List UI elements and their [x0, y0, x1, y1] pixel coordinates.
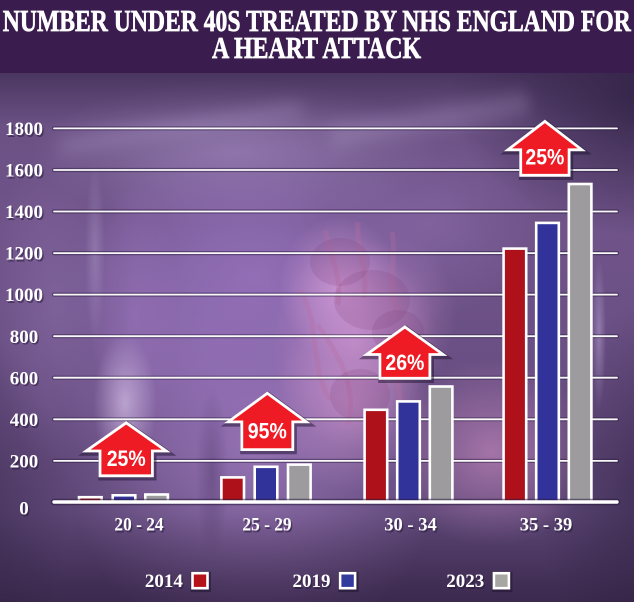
- svg-text:35 - 39: 35 - 39: [521, 516, 574, 537]
- svg-text:600: 600: [10, 368, 39, 389]
- svg-text:1000: 1000: [6, 287, 44, 308]
- svg-text:95%: 95%: [248, 418, 287, 443]
- svg-text:2014: 2014: [145, 571, 184, 592]
- svg-text:1600: 1600: [5, 161, 43, 182]
- svg-text:20 - 24: 20 - 24: [114, 515, 164, 536]
- svg-text:2014: 2014: [146, 573, 185, 594]
- svg-text:25 - 29: 25 - 29: [244, 516, 293, 537]
- svg-text:20 - 24: 20 - 24: [116, 516, 166, 537]
- svg-text:30 - 34: 30 - 34: [386, 516, 439, 537]
- svg-text:2019: 2019: [293, 571, 331, 592]
- svg-text:0: 0: [19, 499, 29, 520]
- svg-text:25%: 25%: [107, 446, 146, 471]
- svg-text:800: 800: [10, 327, 39, 348]
- svg-text:1600: 1600: [6, 163, 44, 184]
- svg-text:25 - 29: 25 - 29: [242, 515, 291, 536]
- svg-text:400: 400: [11, 412, 40, 433]
- svg-text:200: 200: [10, 452, 39, 473]
- svg-text:2023: 2023: [446, 571, 484, 592]
- svg-text:25%: 25%: [525, 145, 564, 170]
- svg-text:1200: 1200: [6, 246, 44, 267]
- svg-text:200: 200: [11, 453, 40, 474]
- svg-text:1200: 1200: [5, 244, 43, 265]
- svg-text:600: 600: [11, 370, 40, 391]
- svg-text:2023: 2023: [448, 573, 486, 594]
- svg-text:30 - 34: 30 - 34: [384, 515, 437, 536]
- svg-text:800: 800: [11, 329, 40, 350]
- svg-text:35 - 39: 35 - 39: [520, 515, 573, 536]
- svg-text:2019: 2019: [294, 573, 332, 594]
- svg-text:1400: 1400: [6, 204, 44, 225]
- svg-text:0: 0: [21, 500, 31, 521]
- svg-text:1800: 1800: [6, 121, 44, 142]
- svg-text:1400: 1400: [5, 202, 43, 223]
- svg-text:1800: 1800: [5, 119, 43, 140]
- svg-text:26%: 26%: [385, 350, 424, 375]
- svg-text:1000: 1000: [5, 285, 43, 306]
- svg-text:400: 400: [10, 410, 39, 431]
